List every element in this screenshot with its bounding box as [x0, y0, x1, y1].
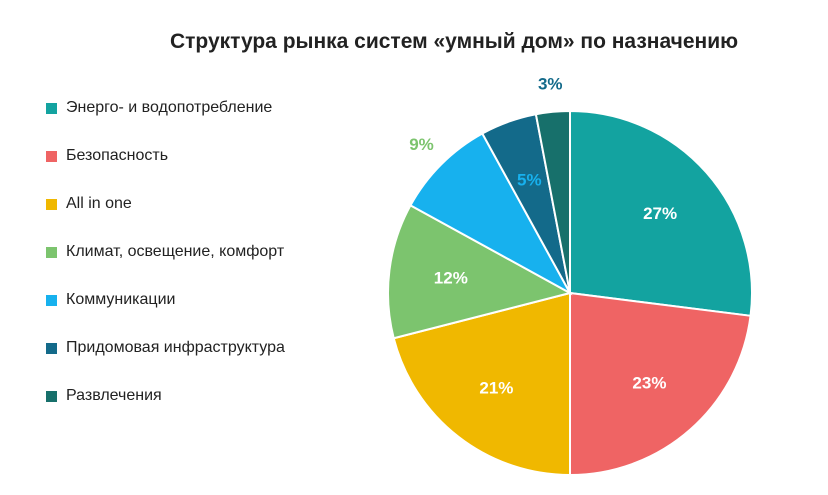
slice-data-label: 21% — [479, 378, 513, 397]
legend-swatch — [46, 102, 57, 114]
legend-item: Климат, освещение, комфорт — [46, 240, 285, 264]
legend-item: Коммуникации — [46, 288, 285, 312]
slice-data-label: 12% — [434, 268, 468, 287]
chart-legend: Энерго- и водопотребление Безопасность All… — [46, 96, 285, 432]
legend-label: Придомовая инфраструктура — [66, 339, 285, 356]
legend-swatch — [46, 150, 57, 162]
legend-item: Энерго- и водопотребление — [46, 96, 285, 120]
legend-item: Развлечения — [46, 384, 285, 408]
legend-item: All in one — [46, 192, 285, 216]
legend-label: All in one — [66, 195, 132, 212]
legend-swatch — [46, 294, 57, 306]
legend-label: Безопасность — [66, 147, 169, 164]
chart-title: Структура рынка систем «умный дом» по на… — [169, 30, 739, 53]
legend-label: Энерго- и водопотребление — [66, 99, 273, 116]
legend-item: Придомовая инфраструктура — [46, 336, 285, 360]
legend-label: Коммуникации — [66, 291, 176, 308]
legend-item: Безопасность — [46, 144, 285, 168]
pie-slice — [392, 291, 571, 477]
slice-data-label: 3% — [538, 74, 563, 93]
legend-swatch — [46, 246, 57, 258]
legend-swatch — [46, 342, 57, 354]
pie-slice — [387, 203, 573, 340]
legend-swatch — [46, 390, 57, 402]
slice-data-label: 9% — [409, 135, 434, 154]
pie-slice — [534, 109, 571, 294]
slice-data-label: 27% — [643, 204, 677, 223]
pie-slice — [409, 132, 573, 296]
pie-slice — [569, 109, 753, 317]
legend-label: Климат, освещение, комфорт — [66, 243, 285, 260]
legend-label: Развлечения — [66, 387, 162, 404]
slice-data-label: 5% — [517, 170, 542, 189]
legend-swatch — [46, 198, 57, 210]
slice-data-label: 23% — [632, 374, 666, 393]
pie-slice — [569, 291, 752, 477]
